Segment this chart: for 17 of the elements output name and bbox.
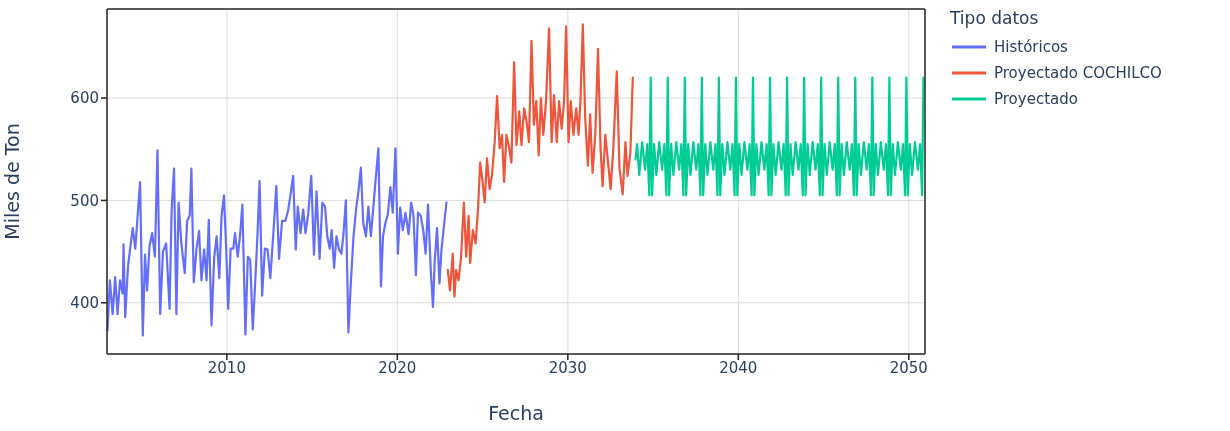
line-series xyxy=(446,23,634,298)
x-axis-title: Fecha xyxy=(488,402,544,424)
y-tick-label: 500 xyxy=(70,191,99,210)
x-tick-label: 2020 xyxy=(378,358,417,377)
legend-label: Proyectado xyxy=(994,90,1078,108)
x-tick-label: 2030 xyxy=(548,358,587,377)
legend-title: Tipo datos xyxy=(950,8,1040,28)
x-tick-label: 2050 xyxy=(889,358,928,377)
y-tick-label: 600 xyxy=(70,89,99,108)
x-tick-label: 2010 xyxy=(207,358,246,377)
x-tick-label: 2040 xyxy=(719,358,758,377)
legend-label: Proyectado COCHILCO xyxy=(994,64,1162,82)
y-axis-title: Miles de Ton xyxy=(0,123,23,240)
legend-label: Históricos xyxy=(994,38,1068,56)
line-series xyxy=(634,76,925,197)
y-tick-label: 400 xyxy=(70,294,99,313)
line-series xyxy=(107,147,448,337)
